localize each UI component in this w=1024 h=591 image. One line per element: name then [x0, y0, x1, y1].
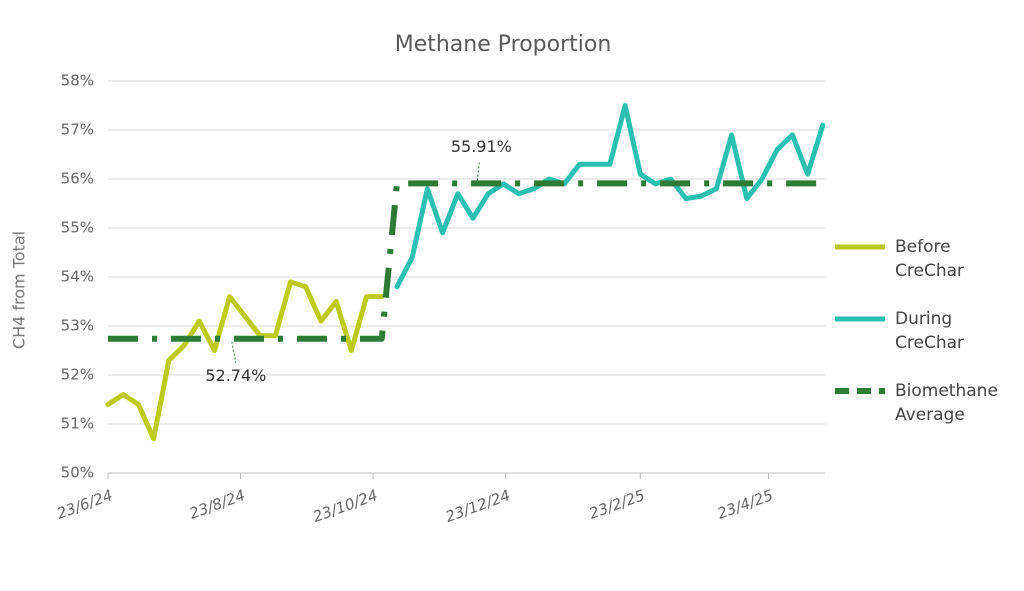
legend-swatch-graphic: [835, 388, 885, 394]
x-tick-label: 23/6/24: [54, 486, 114, 523]
legend: Before CreChar During CreChar Biomethane A…: [835, 235, 1020, 451]
legend-swatch-graphic: [835, 244, 885, 250]
legend-label: During CreChar: [895, 309, 964, 353]
y-tick-label: 53%: [61, 317, 94, 335]
annotation-label: 55.91%: [451, 137, 512, 156]
y-tick-label: 56%: [61, 170, 94, 188]
annotation-leader: [476, 161, 480, 181]
y-tick-label: 51%: [61, 415, 94, 433]
y-tick-label: 50%: [61, 464, 94, 482]
legend-label: Before CreChar: [895, 237, 964, 281]
data-line: [105, 279, 385, 442]
annotation-label: 52.74%: [205, 366, 266, 385]
x-tick-label: 23/2/25: [587, 486, 647, 523]
average-line: [108, 180, 823, 342]
chart-title: Methane Proportion: [395, 32, 612, 57]
annotation-leader: [231, 341, 237, 363]
legend-swatch: [835, 235, 885, 259]
legend-swatch: [835, 379, 885, 403]
y-axis-title: CH4 from Total: [10, 231, 29, 349]
x-tick-label: 23/4/25: [715, 486, 775, 523]
data-line: [394, 103, 826, 290]
y-tick-label: 57%: [61, 121, 94, 139]
x-tick-label: 23/12/24: [443, 486, 512, 526]
legend-item: Biomethane Average: [835, 379, 1020, 427]
legend-item: Before CreChar: [835, 235, 1020, 283]
y-tick-label: 54%: [61, 268, 94, 286]
x-tick-label: 23/8/24: [187, 486, 247, 523]
legend-item: During CreChar: [835, 307, 1020, 355]
y-tick-label: 55%: [61, 219, 94, 237]
legend-label: Biomethane Average: [895, 381, 998, 425]
legend-swatch-graphic: [835, 316, 885, 322]
y-tick-label: 58%: [61, 72, 94, 90]
y-tick-label: 52%: [61, 366, 94, 384]
legend-swatch: [835, 307, 885, 331]
x-tick-label: 23/10/24: [311, 486, 380, 526]
